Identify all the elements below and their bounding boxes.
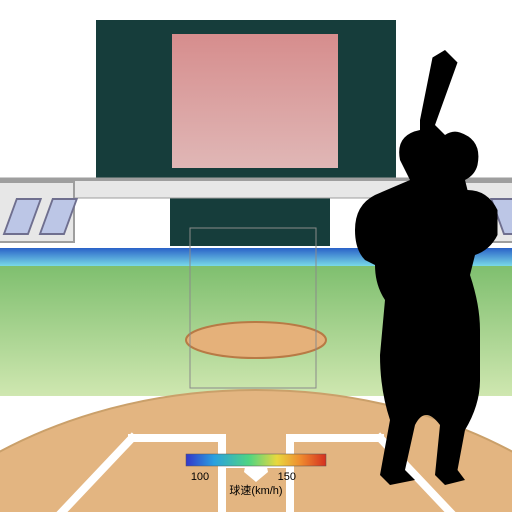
speed-colorbar <box>186 454 326 466</box>
colorbar-tick: 150 <box>278 471 296 483</box>
colorbar-tick: 100 <box>191 471 209 483</box>
scene-svg: 100 150球速(km/h) <box>0 0 512 512</box>
colorbar-label: 球速(km/h) <box>229 483 282 497</box>
pitchers-mound <box>186 322 326 358</box>
scoreboard-screen <box>172 34 338 168</box>
